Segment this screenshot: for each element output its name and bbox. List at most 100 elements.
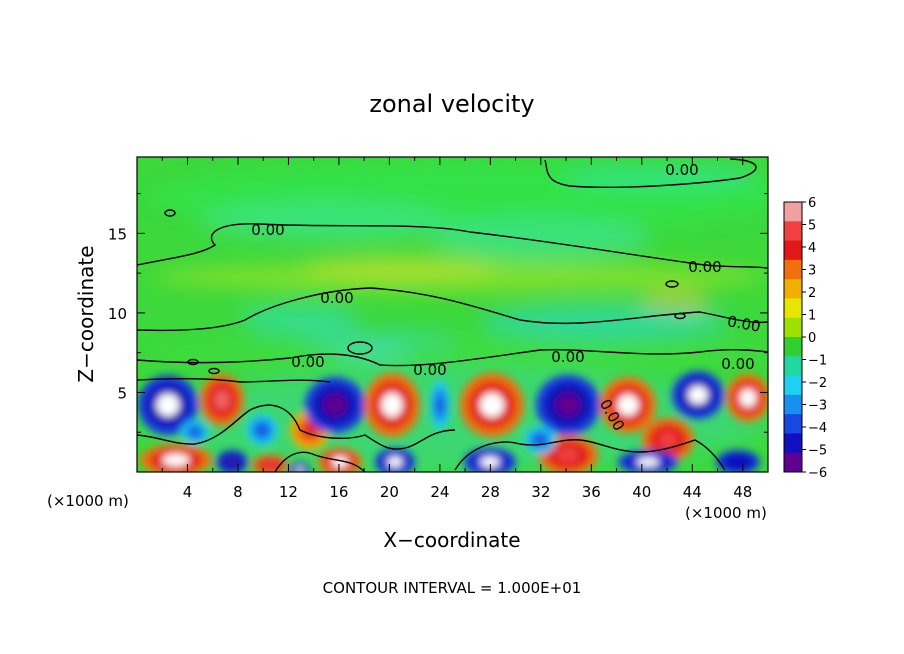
zero-contour-loop — [674, 312, 686, 320]
x-tick-label: 28 — [481, 483, 500, 501]
eddy-core — [225, 457, 239, 467]
y-tick-label: 15 — [108, 225, 127, 243]
eddy-core — [729, 457, 747, 467]
x-tick-label: 4 — [183, 483, 193, 501]
zero-contour-line — [544, 158, 757, 188]
x-tick-label: 48 — [733, 483, 752, 501]
zero-contour-line — [137, 348, 768, 367]
contour-label: 0.00 — [320, 289, 353, 307]
colorbar-swatch — [784, 240, 802, 261]
eddy-core — [387, 456, 403, 468]
colorbar-tick-label: −2 — [808, 376, 827, 391]
colorbar-tick-label: −1 — [808, 354, 827, 369]
eddy-core — [302, 422, 318, 438]
y-axis-label: Z−coordinate — [74, 245, 98, 382]
field-patch — [200, 200, 450, 240]
eddy-core — [323, 394, 347, 416]
zero-contour-line — [274, 451, 366, 472]
colorbar-swatch — [784, 337, 802, 357]
colorbar-tick-label: 4 — [808, 241, 816, 256]
colorbar-tick-label: 1 — [808, 309, 816, 324]
field-patch — [560, 165, 760, 190]
field-patch — [300, 255, 500, 280]
field-patch — [240, 305, 360, 335]
zero-contours — [137, 158, 768, 472]
colorbar: 6 5 4 3 2 1 0 −1 −2 −3 −4 −5 −6 — [783, 196, 827, 481]
colorbar-swatch — [784, 317, 802, 338]
x-axis: 4 8 12 16 20 24 28 32 36 40 44 48 — [161, 157, 752, 501]
colorbar-swatch — [784, 452, 802, 473]
eddy-core — [162, 453, 190, 467]
colorbar-swatch — [784, 202, 802, 222]
colorbar-swatch — [784, 259, 802, 280]
field-patch — [330, 345, 410, 363]
colorbar-tick-label: 3 — [808, 264, 816, 279]
y-axis: 5 10 15 — [108, 193, 768, 433]
contour-label: 0.00 — [551, 348, 584, 366]
zero-contour-line — [137, 404, 456, 450]
colorbar-tick-label: 6 — [808, 196, 816, 211]
eddy-core — [436, 395, 444, 415]
zero-contour-loop — [164, 209, 176, 217]
x-tick-label: 44 — [683, 483, 702, 501]
zero-contour-loop — [347, 341, 373, 355]
x-tick-label: 32 — [531, 483, 550, 501]
chart-title: zonal velocity — [369, 90, 534, 118]
x-tick-label: 20 — [380, 483, 399, 501]
eddy-core — [213, 390, 231, 410]
x-tick-label: 16 — [329, 483, 348, 501]
colorbar-swatch — [784, 414, 802, 434]
x-tick-label: 36 — [582, 483, 601, 501]
eddy-core — [381, 392, 403, 418]
eddy-core — [617, 394, 639, 416]
contour-labels: 0.000.000.000.000.000.00 0.000.00 0.000.00 — [251, 161, 762, 434]
contour-label: 0.00 — [413, 361, 446, 379]
zero-contour-line — [454, 439, 726, 471]
eddy-core — [658, 431, 678, 449]
colorbar-swatch — [784, 394, 802, 415]
contour-label: 0.00 — [721, 355, 754, 373]
colorbar-tick-label: 5 — [808, 219, 816, 234]
colorbar-tick-label: −5 — [808, 444, 827, 459]
field-blobs — [140, 162, 768, 470]
contour-interval-note: CONTOUR INTERVAL = 1.000E+01 — [323, 579, 582, 597]
x-tick-label: 12 — [279, 483, 298, 501]
field-patch — [150, 340, 768, 370]
eddy-core — [739, 388, 757, 408]
zero-contour-loop — [665, 280, 679, 288]
y-tick-label: 10 — [108, 305, 127, 323]
eddy-core — [296, 466, 304, 472]
eddy-core — [189, 427, 201, 437]
eddy-core — [688, 385, 708, 405]
colorbar-swatch — [784, 298, 802, 319]
x-unit-left: (×1000 m) — [47, 492, 129, 510]
zero-contour-loop — [208, 367, 220, 375]
colorbar-tick-label: 0 — [808, 331, 816, 346]
colorbar-tick-label: 2 — [808, 286, 816, 301]
x-axis-label: X−coordinate — [383, 528, 520, 552]
colorbar-swatch — [784, 221, 802, 242]
eddy-core — [255, 423, 269, 437]
field-cores — [138, 371, 768, 472]
field-patch — [480, 305, 730, 340]
eddy-core — [556, 447, 580, 463]
eddy-core — [480, 456, 500, 468]
eddy-core — [479, 392, 505, 418]
colorbar-tick-label: −6 — [808, 466, 827, 481]
zero-contour-line — [137, 223, 768, 269]
colorbar-swatch — [784, 375, 802, 396]
x-tick-label: 24 — [430, 483, 449, 501]
contour-label: 0.00 — [726, 312, 762, 336]
x-tick-label: 8 — [233, 483, 243, 501]
x-unit-right: (×1000 m) — [685, 504, 767, 522]
colorbar-tick-label: −3 — [808, 399, 827, 414]
y-tick-label: 5 — [117, 384, 127, 402]
contour-label: 0.00 — [291, 353, 324, 371]
eddy-core — [263, 461, 277, 469]
zero-contour-line — [137, 378, 331, 383]
colorbar-swatch — [784, 356, 802, 377]
contour-label: 0.00 — [251, 221, 284, 239]
eddy-core — [555, 393, 581, 417]
contour-label: 0.00 — [688, 258, 721, 276]
